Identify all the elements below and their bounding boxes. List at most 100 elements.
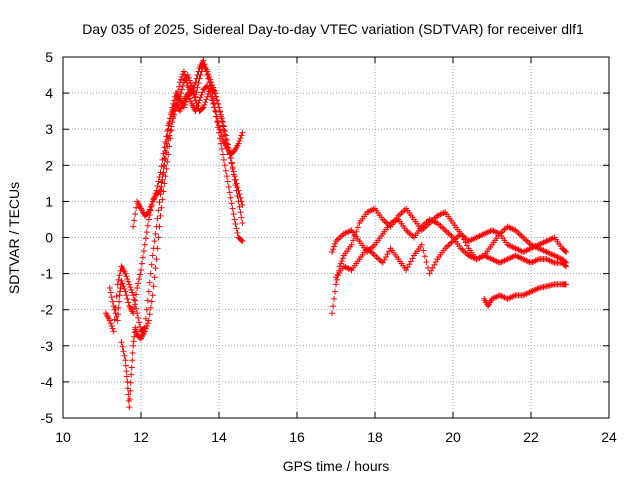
data-point <box>180 104 187 111</box>
y-tick-label: -3 <box>41 338 54 354</box>
y-tick-label: 0 <box>45 230 53 246</box>
data-point <box>563 263 570 270</box>
data-point <box>158 204 165 211</box>
data-point <box>168 127 175 134</box>
data-point <box>118 339 125 346</box>
data-point <box>192 79 199 86</box>
data-point <box>141 241 148 248</box>
data-point <box>111 316 118 323</box>
data-point <box>128 286 135 293</box>
data-point <box>131 217 138 224</box>
data-point <box>141 328 148 335</box>
data-point <box>222 132 229 139</box>
data-point <box>125 299 132 306</box>
data-point <box>129 289 136 296</box>
data-point <box>169 104 176 111</box>
data-point <box>459 246 466 253</box>
data-point <box>230 171 237 178</box>
data-point <box>232 220 239 227</box>
data-point <box>563 248 570 255</box>
data-point <box>406 230 413 237</box>
data-point <box>206 79 213 86</box>
data-point <box>183 79 190 86</box>
y-tick-label: -5 <box>41 410 54 426</box>
data-point <box>156 199 163 206</box>
data-point <box>329 310 336 317</box>
data-point <box>238 132 245 139</box>
data-point <box>205 91 212 98</box>
data-point <box>123 273 130 280</box>
data-point <box>157 212 164 219</box>
data-point <box>151 274 158 281</box>
data-point <box>214 113 221 120</box>
data-point <box>128 371 135 378</box>
data-point <box>219 118 226 125</box>
data-point <box>155 178 162 185</box>
data-point <box>143 322 150 329</box>
data-point <box>382 219 389 226</box>
data-point <box>218 146 225 153</box>
data-point <box>214 118 221 125</box>
data-point <box>229 165 236 172</box>
data-point <box>235 198 242 205</box>
series-arc-g <box>333 227 570 281</box>
x-tick-label: 10 <box>55 429 71 445</box>
data-point <box>460 248 467 255</box>
data-point <box>211 100 218 107</box>
data-point <box>176 83 183 90</box>
data-point <box>454 233 461 240</box>
data-point <box>133 204 140 211</box>
data-point <box>124 295 131 302</box>
data-point <box>148 201 155 208</box>
data-point <box>144 297 151 304</box>
data-point <box>154 183 161 190</box>
data-point <box>122 362 129 369</box>
data-point <box>147 203 154 210</box>
data-point <box>154 245 161 252</box>
data-point <box>134 285 141 292</box>
data-point <box>203 96 210 103</box>
data-point <box>106 285 113 292</box>
data-point <box>337 260 344 267</box>
data-point <box>217 129 224 136</box>
y-tick-label: 4 <box>45 85 53 101</box>
data-point <box>350 237 357 244</box>
data-point <box>119 343 126 350</box>
data-point <box>123 368 130 375</box>
data-point <box>182 75 189 82</box>
y-tick-label: -1 <box>41 266 54 282</box>
data-point <box>192 97 199 104</box>
data-point <box>224 141 231 148</box>
data-point <box>219 151 226 158</box>
x-axis-label: GPS time / hours <box>283 458 390 474</box>
data-point <box>237 135 244 142</box>
data-point <box>437 222 444 229</box>
data-point <box>113 293 120 300</box>
data-point <box>148 261 155 268</box>
data-point <box>228 160 235 167</box>
data-point <box>440 225 447 232</box>
data-point <box>123 373 130 380</box>
data-point <box>161 162 168 169</box>
data-point <box>418 241 425 248</box>
data-point <box>378 258 385 265</box>
data-point <box>332 240 339 247</box>
data-point <box>149 252 156 259</box>
grid-lines <box>63 57 609 418</box>
data-point <box>190 91 197 98</box>
data-point <box>338 257 345 264</box>
data-point <box>143 306 150 313</box>
data-point <box>129 350 136 357</box>
data-point <box>120 348 127 355</box>
data-point <box>142 325 149 332</box>
data-point <box>407 258 414 265</box>
data-point <box>162 147 169 154</box>
data-point <box>401 207 408 214</box>
data-point <box>108 322 115 329</box>
series-arc-f <box>329 216 570 270</box>
x-tick-label: 22 <box>523 429 539 445</box>
data-point <box>170 100 177 107</box>
data-point <box>523 237 530 244</box>
